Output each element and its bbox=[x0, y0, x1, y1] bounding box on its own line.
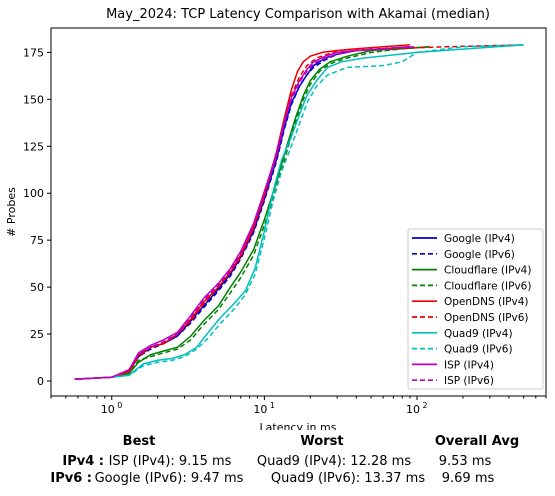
series-line-google-ipv4 bbox=[74, 46, 411, 380]
y-tick-label: 175 bbox=[23, 46, 44, 59]
latency-cdf-chart: May_2024: TCP Latency Comparison with Ak… bbox=[5, 7, 547, 430]
legend-label: ISP (IPv4) bbox=[444, 359, 494, 371]
series-line-quad9-ipv4 bbox=[77, 44, 524, 380]
x-tick-exponent: 2 bbox=[422, 401, 427, 410]
series-line-cloudflare-ipv4 bbox=[77, 46, 430, 380]
best-header: Best bbox=[122, 434, 156, 449]
legend-label: Google (IPv6) bbox=[444, 249, 515, 261]
y-tick-label: 50 bbox=[30, 281, 44, 294]
legend-label: Quad9 (IPv4) bbox=[444, 328, 513, 340]
x-axis: 10 0 10 1 10 2 bbox=[50, 396, 547, 416]
series-line-cloudflare-ipv6 bbox=[77, 46, 430, 380]
overall-header: Overall Avg bbox=[434, 434, 520, 449]
legend-label: Cloudflare (IPv6) bbox=[444, 280, 531, 292]
series-line-isp-ipv6 bbox=[77, 46, 418, 380]
ipv6-best: Google (IPv6): 9.47 ms bbox=[94, 471, 244, 486]
ipv4-best: ISP (IPv4): 9.15 ms bbox=[108, 454, 232, 469]
y-axis: 0 25 50 75 100 125 150 175 bbox=[23, 46, 51, 388]
y-tick-label: 25 bbox=[30, 328, 44, 341]
ipv6-overall: 9.69 ms bbox=[441, 471, 495, 486]
series-line-opendns-ipv6 bbox=[77, 44, 524, 380]
y-tick-label: 100 bbox=[23, 187, 44, 200]
summary-table: Best Worst Overall Avg IPv4 : ISP (IPv4)… bbox=[0, 430, 555, 496]
y-tick-label: 75 bbox=[30, 234, 44, 247]
x-tick-label: 10 bbox=[253, 403, 267, 416]
legend: Google (IPv4) Google (IPv6) Cloudflare (IP… bbox=[407, 228, 544, 390]
y-tick-label: 150 bbox=[23, 93, 44, 106]
series-layer bbox=[74, 44, 524, 380]
x-axis-label: Latency in ms bbox=[260, 421, 337, 430]
series-line-isp-ipv4 bbox=[74, 46, 411, 380]
ipv4-overall: 9.53 ms bbox=[438, 454, 492, 469]
ipv6-row-label: IPv6 : bbox=[50, 471, 92, 486]
series-line-opendns-ipv4 bbox=[74, 44, 411, 380]
chart-title: May_2024: TCP Latency Comparison with Ak… bbox=[106, 7, 490, 22]
worst-header: Worst bbox=[300, 434, 344, 449]
legend-box bbox=[407, 228, 544, 390]
x-tick-exponent: 0 bbox=[117, 401, 122, 410]
y-axis-label: # Probes bbox=[5, 187, 18, 237]
x-tick-label: 10 bbox=[406, 403, 420, 416]
legend-label: Google (IPv4) bbox=[444, 233, 515, 245]
x-tick-label: 10 bbox=[101, 403, 115, 416]
plot-frame bbox=[50, 27, 547, 397]
ipv4-worst: Quad9 (IPv4): 12.28 ms bbox=[256, 454, 412, 469]
x-tick-exponent: 1 bbox=[270, 401, 275, 410]
y-tick-label: 125 bbox=[23, 140, 44, 153]
legend-label: ISP (IPv6) bbox=[444, 375, 494, 387]
series-line-google-ipv6 bbox=[77, 46, 418, 380]
ipv6-worst: Quad9 (IPv6): 13.37 ms bbox=[270, 471, 426, 486]
legend-label: OpenDNS (IPv6) bbox=[444, 312, 529, 324]
series-line-quad9-ipv6 bbox=[77, 44, 524, 380]
y-tick-label: 0 bbox=[37, 375, 44, 388]
legend-label: Cloudflare (IPv4) bbox=[444, 265, 531, 277]
legend-label: Quad9 (IPv6) bbox=[444, 344, 513, 356]
ipv4-row-label: IPv4 : bbox=[62, 454, 104, 469]
legend-label: OpenDNS (IPv4) bbox=[444, 296, 529, 308]
